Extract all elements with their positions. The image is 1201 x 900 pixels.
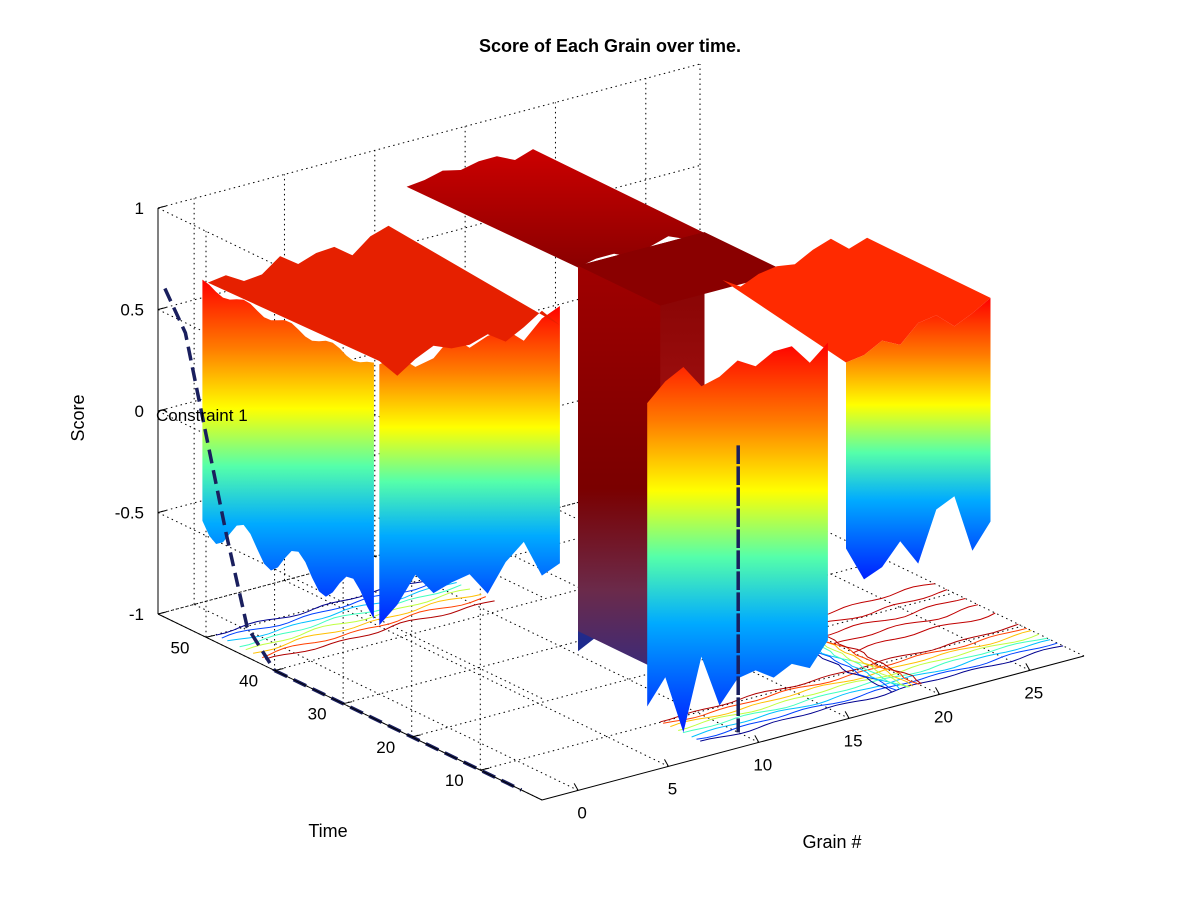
z-tick-0.5	[157, 307, 167, 310]
surface-left-top	[207, 225, 560, 376]
label-layer: Score of Each Grain over time. Score Tim…	[68, 36, 862, 852]
x-tick-label-10: 10	[753, 755, 772, 774]
contour-early-1	[696, 642, 1058, 740]
floor-grid-x-5	[284, 579, 669, 767]
z-axis-label: Score	[68, 394, 88, 441]
x-tick-15	[844, 711, 850, 719]
constraint-line-segment-0	[163, 287, 277, 672]
y-axis-line	[157, 613, 543, 801]
contour-plateau-1	[833, 604, 979, 644]
surface-left-side	[202, 279, 374, 619]
contour-early-0	[700, 645, 1064, 742]
contour-late-5	[253, 593, 482, 654]
contour-early-6	[663, 627, 1027, 724]
z-tick-0	[157, 408, 167, 412]
contour-early-7	[660, 623, 1019, 723]
z-tick-1	[157, 205, 167, 209]
y-tick-40	[274, 667, 284, 671]
x-axis-line	[541, 655, 1085, 801]
contour-late-6	[262, 596, 486, 659]
contour-late-1	[221, 577, 448, 639]
contour-late-7	[264, 600, 495, 660]
contour-late-4	[245, 588, 471, 651]
contour-late-2	[227, 582, 457, 642]
surface-plateau-top	[578, 232, 787, 306]
x-tick-label-0: 0	[577, 803, 586, 822]
x-tick-label-5: 5	[668, 779, 677, 798]
contour-early-5	[670, 630, 1032, 728]
z-tick-label-0.5: 0.5	[120, 301, 144, 320]
z-tick--1	[157, 611, 167, 615]
surface-left-front	[379, 306, 560, 626]
z-tick--0.5	[157, 510, 167, 513]
surface-right-front	[846, 297, 991, 580]
surface-plateau-back-top	[406, 149, 705, 268]
floor-grid-x-0	[193, 603, 579, 791]
y-tick-label-20: 20	[376, 738, 395, 757]
floor-grid-y-40	[274, 525, 817, 671]
x-tick-label-20: 20	[934, 707, 953, 726]
x-tick-25	[1025, 663, 1031, 671]
y-tick-label-10: 10	[445, 771, 464, 790]
constraint-annotation: Constraint 1	[156, 406, 248, 425]
z-tick-label-1: 1	[135, 199, 144, 218]
floor-grid-x-15	[464, 531, 850, 719]
contour-late-3	[239, 584, 462, 648]
chart-title: Score of Each Grain over time.	[479, 36, 741, 56]
y-tick-label-50: 50	[171, 638, 190, 657]
y-tick-20	[411, 734, 421, 738]
surface-plateau-left	[578, 265, 661, 671]
y-tick-50	[205, 634, 216, 638]
surface-right-top	[722, 237, 991, 363]
y-axis-label: Time	[308, 821, 347, 841]
x-axis-label: Grain #	[802, 832, 861, 852]
contour-plateau-2	[820, 598, 966, 638]
z-tick-label--0.5: -0.5	[115, 504, 144, 523]
x-tick-label-15: 15	[844, 731, 863, 750]
wall-grid-z-1	[156, 63, 701, 395]
x-tick-label-25: 25	[1024, 683, 1043, 702]
surface-layer	[202, 149, 991, 733]
z-tick-label--1: -1	[129, 605, 144, 624]
y-tick-10	[480, 767, 490, 771]
contour-early-3	[682, 637, 1048, 734]
y-tick-label-40: 40	[239, 671, 258, 690]
z-tick-label-0: 0	[135, 402, 144, 421]
contour-plateau-0	[853, 612, 996, 654]
x-tick-0	[573, 783, 579, 791]
x-tick-5	[664, 759, 669, 767]
x-tick-10	[754, 735, 760, 743]
x-tick-20	[935, 687, 940, 695]
y-tick-label-30: 30	[308, 705, 327, 724]
y-tick-30	[343, 701, 353, 705]
floor-grid-y-10	[480, 625, 1023, 771]
contour-early-2	[691, 639, 1051, 738]
